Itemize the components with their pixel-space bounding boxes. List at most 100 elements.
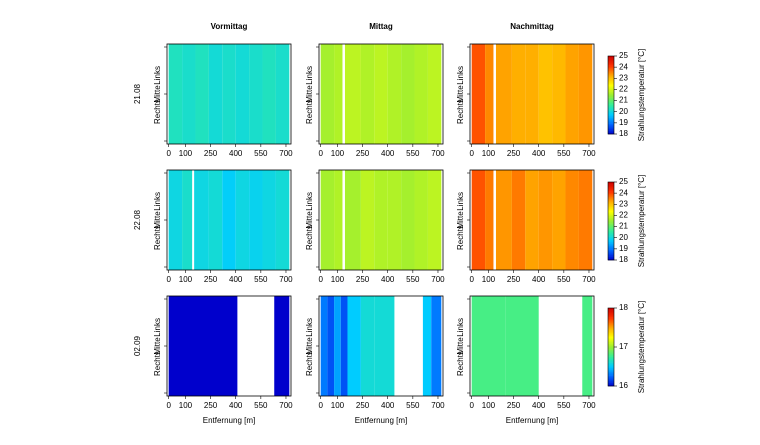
colorbar-swatch bbox=[608, 337, 614, 340]
colorbar-swatch bbox=[608, 213, 614, 215]
heat-cell bbox=[414, 170, 428, 270]
heat-cell bbox=[495, 44, 512, 144]
colorbar-swatch bbox=[608, 74, 614, 76]
colorbar-swatch bbox=[608, 366, 614, 369]
colorbar-swatch bbox=[608, 182, 614, 184]
colorbar-swatch bbox=[608, 210, 614, 213]
colorbar-swatch bbox=[608, 67, 614, 70]
colorbar-swatch bbox=[608, 354, 614, 357]
colorbar-swatch bbox=[608, 378, 614, 380]
heat-cell bbox=[427, 170, 442, 270]
heat-cell bbox=[471, 170, 486, 270]
colorbar-swatch bbox=[608, 217, 614, 219]
colorbar-tick-label: 17 bbox=[619, 342, 628, 351]
x-tick-label: 0 bbox=[469, 401, 474, 410]
colorbar-swatch bbox=[608, 224, 614, 227]
y-tick-label: Mitte bbox=[305, 337, 314, 355]
colorbar-swatch bbox=[608, 100, 614, 102]
y-tick-label: Mitte bbox=[456, 211, 465, 229]
heat-cell bbox=[334, 170, 343, 270]
colorbar-swatch bbox=[608, 208, 614, 210]
colorbar-tick-label: 19 bbox=[619, 118, 628, 127]
colorbar-swatch bbox=[608, 119, 614, 122]
colorbar-swatch bbox=[608, 369, 614, 371]
y-tick-label: Links bbox=[456, 318, 465, 337]
row-label: 22.08 bbox=[133, 209, 142, 230]
x-tick-label: 0 bbox=[318, 149, 323, 158]
colorbar-swatch bbox=[608, 183, 614, 185]
colorbar-swatch bbox=[608, 365, 614, 367]
x-axis-label: Entfernung [m] bbox=[355, 416, 407, 425]
colorbar-swatch bbox=[608, 232, 614, 235]
heat-cell bbox=[374, 44, 388, 144]
colorbar-tick-label: 19 bbox=[619, 244, 628, 253]
colorbar-swatch bbox=[608, 253, 614, 256]
heat-cell bbox=[525, 44, 539, 144]
colorbar-swatch bbox=[608, 361, 614, 363]
colorbar-tick-label: 21 bbox=[619, 222, 628, 231]
colorbar-frame bbox=[607, 55, 615, 135]
colorbar-swatch bbox=[608, 219, 614, 222]
heat-cell bbox=[327, 296, 335, 396]
heat-cell bbox=[274, 296, 290, 396]
colorbar-swatch bbox=[608, 357, 614, 359]
colorbar-swatch bbox=[608, 231, 614, 233]
y-tick-label: Links bbox=[153, 66, 162, 85]
x-tick-label: 400 bbox=[229, 149, 243, 158]
colorbar-swatch bbox=[608, 63, 614, 66]
colorbar-swatch bbox=[608, 317, 614, 319]
colorbar-swatch bbox=[608, 211, 614, 214]
y-tick-label: Mitte bbox=[153, 211, 162, 229]
colorbar-swatch bbox=[608, 347, 614, 349]
colorbar-swatch bbox=[608, 110, 614, 113]
colorbar-frame bbox=[607, 181, 615, 261]
colorbar-swatch bbox=[608, 245, 614, 248]
heat-cell bbox=[485, 44, 494, 144]
colorbar-tick-label: 18 bbox=[619, 129, 628, 138]
colorbar-swatch bbox=[608, 373, 614, 375]
x-tick-label: 0 bbox=[469, 149, 474, 158]
colorbar-swatch bbox=[608, 258, 614, 261]
x-tick-label: 550 bbox=[557, 149, 571, 158]
y-tick-label: Rechts bbox=[153, 99, 162, 124]
colorbar-swatch bbox=[608, 324, 614, 327]
colorbar-swatch bbox=[608, 196, 614, 198]
colorbar-swatch bbox=[608, 66, 614, 68]
colorbar-tick-label: 23 bbox=[619, 199, 628, 208]
colorbar-tick-label: 20 bbox=[619, 107, 628, 116]
heat-cell bbox=[538, 170, 553, 270]
colorbar-swatch bbox=[608, 343, 614, 345]
colorbar-swatch bbox=[608, 72, 614, 75]
colorbar-swatch bbox=[608, 321, 614, 323]
x-tick-label: 400 bbox=[532, 275, 546, 284]
colorbar-tick-label: 25 bbox=[619, 51, 628, 60]
x-tick-label: 0 bbox=[318, 275, 323, 284]
x-tick-label: 700 bbox=[279, 275, 293, 284]
x-tick-label: 250 bbox=[204, 149, 218, 158]
colorbar-swatch bbox=[608, 132, 614, 135]
colorbar-swatch bbox=[608, 97, 614, 100]
colorbar-swatch bbox=[608, 109, 614, 111]
colorbar-swatch bbox=[608, 247, 614, 249]
heat-cell bbox=[401, 44, 415, 144]
heat-cell bbox=[320, 296, 328, 396]
heat-cell bbox=[275, 170, 290, 270]
x-tick-label: 400 bbox=[532, 401, 546, 410]
colorbar-swatch bbox=[608, 360, 614, 362]
heat-cell bbox=[360, 170, 375, 270]
colorbar-swatch bbox=[608, 189, 614, 192]
x-tick-label: 0 bbox=[166, 149, 171, 158]
y-tick-label: Links bbox=[153, 192, 162, 211]
colorbar-swatch bbox=[608, 193, 614, 196]
y-tick-label: Links bbox=[305, 192, 314, 211]
heat-cell bbox=[194, 170, 209, 270]
colorbar-swatch bbox=[608, 114, 614, 117]
colorbar-swatch bbox=[608, 204, 614, 206]
colorbar-tick-label: 25 bbox=[619, 177, 628, 186]
colorbar-swatch bbox=[608, 334, 614, 336]
colorbar-swatch bbox=[608, 237, 614, 240]
colorbar-swatch bbox=[608, 382, 614, 384]
colorbar-swatch bbox=[608, 235, 614, 237]
colorbar-swatch bbox=[608, 75, 614, 78]
